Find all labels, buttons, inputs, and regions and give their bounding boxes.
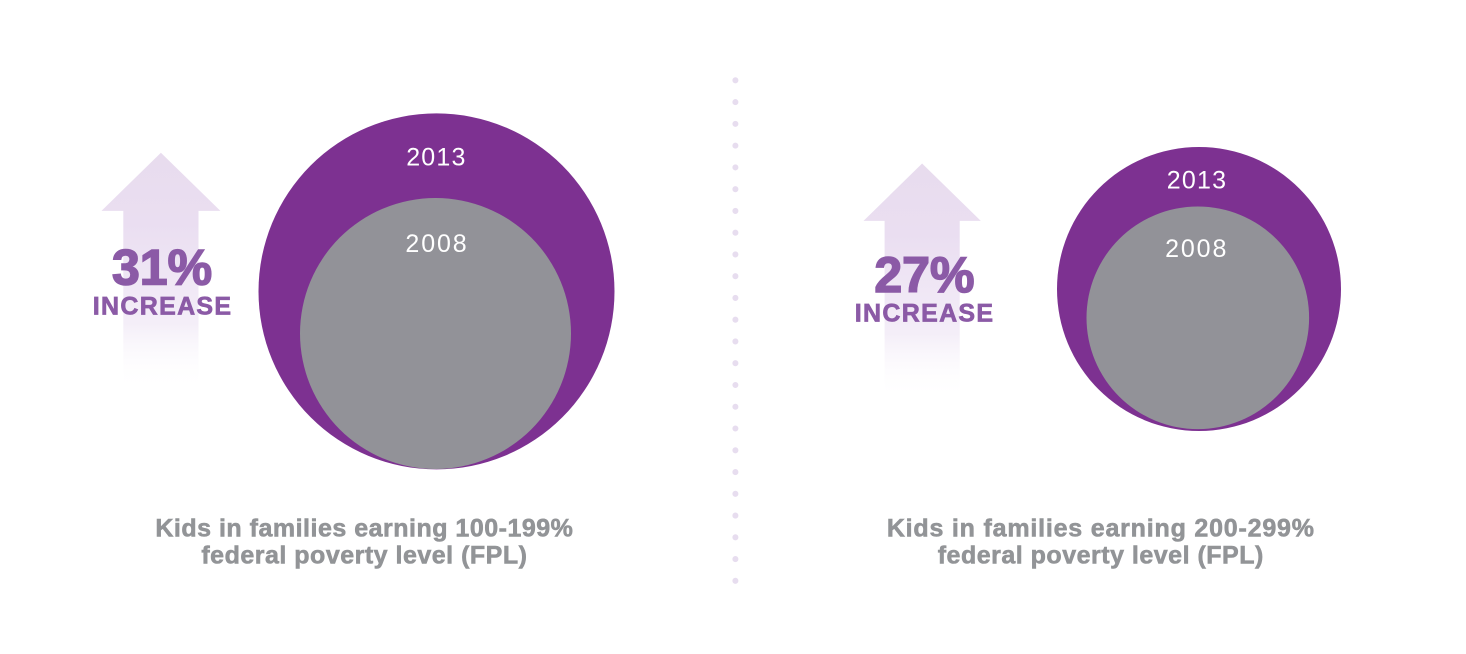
svg-text:federal poverty level (FPL): federal poverty level (FPL) [201,541,527,569]
svg-text:Kids in families earning 200-2: Kids in families earning 200-299% [887,514,1315,542]
svg-text:2013: 2013 [1167,166,1227,194]
svg-text:2013: 2013 [406,144,466,172]
svg-text:31%: 31% [112,240,212,296]
svg-text:2008: 2008 [1165,235,1228,263]
svg-text:27%: 27% [874,247,974,303]
svg-text:INCREASE: INCREASE [93,292,233,320]
svg-text:federal poverty level (FPL): federal poverty level (FPL) [938,541,1264,569]
svg-text:INCREASE: INCREASE [855,300,995,328]
svg-text:Kids in families earning 100-1: Kids in families earning 100-199% [155,514,573,542]
svg-text:2008: 2008 [405,230,468,258]
